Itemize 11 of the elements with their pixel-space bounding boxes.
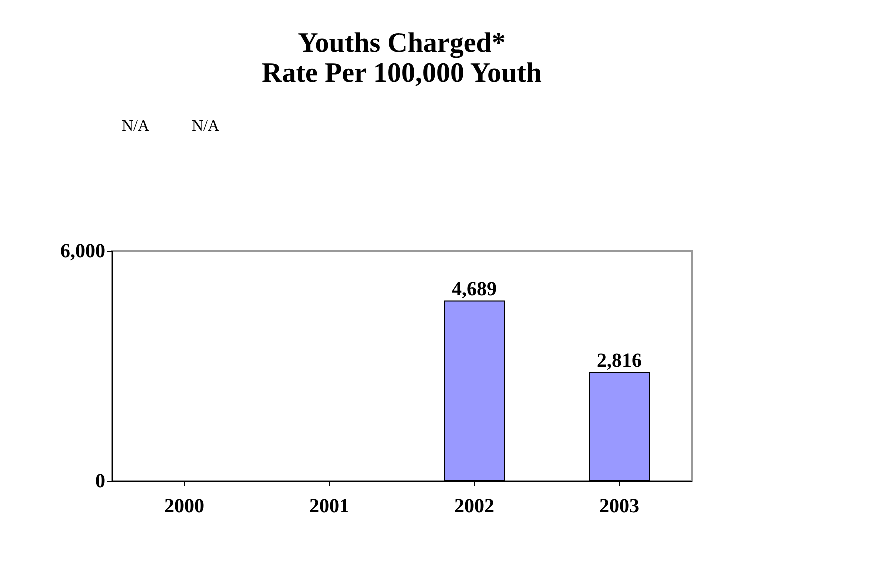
chart-title: Youths Charged* Rate Per 100,000 Youth xyxy=(262,28,542,89)
x-tick-label: 2001 xyxy=(310,496,350,518)
x-tick-label: 2000 xyxy=(164,496,204,518)
data-label: 4,689 xyxy=(452,278,497,300)
x-tick-label: 2002 xyxy=(454,496,494,518)
text: N/A xyxy=(122,118,150,135)
x-tick-label: 2003 xyxy=(600,496,640,518)
y-tick-label: 6,000 xyxy=(60,240,106,262)
data-label: 2,816 xyxy=(597,350,642,372)
text: N/A xyxy=(192,118,220,135)
y-tick-label: 0 xyxy=(96,470,106,492)
